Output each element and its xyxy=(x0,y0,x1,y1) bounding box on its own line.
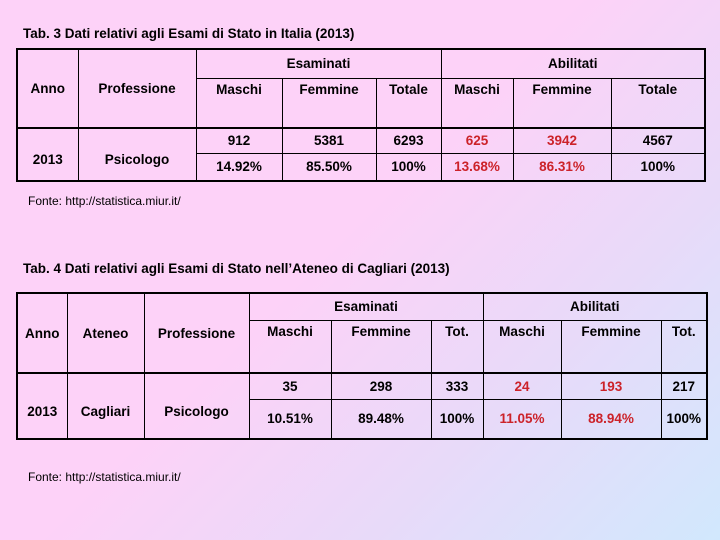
t3-header-abilitati-femmine: Femmine xyxy=(512,77,612,129)
t4-abilitati-tot-count: 217 xyxy=(660,372,708,400)
t3-header-professione: Professione xyxy=(77,48,197,129)
t4-header-esaminati-maschi: Maschi xyxy=(248,319,332,374)
t4-esaminati-femmine-count: 298 xyxy=(330,372,432,400)
table3-row-percents: 14.92% 85.50% 100% 13.68% 86.31% 100% xyxy=(17,152,706,182)
t3-esaminati-totale-count: 6293 xyxy=(375,127,442,154)
table3-row-counts: 2013 Psicologo 912 5381 6293 625 3942 45… xyxy=(16,127,706,182)
table4-row-counts: 2013 Cagliari Psicologo 35 298 333 24 19… xyxy=(16,372,708,440)
t3-header-abilitati-maschi: Maschi xyxy=(440,77,514,129)
t3-esaminati-maschi-count: 912 xyxy=(195,127,283,154)
t4-abilitati-femmine-pct: 88.94% xyxy=(560,398,662,440)
t4-header-ateneo: Ateneo xyxy=(66,292,145,374)
t4-cell-ateneo: Cagliari xyxy=(66,372,145,440)
t4-cell-professione: Psicologo xyxy=(143,372,250,440)
t4-header-esaminati: Esaminati xyxy=(248,292,484,321)
t4-header-esaminati-femmine: Femmine xyxy=(330,319,432,374)
t4-cell-anno: 2013 xyxy=(16,372,68,440)
t4-esaminati-tot-pct: 100% xyxy=(430,398,484,440)
table4-row-percents: 10.51% 89.48% 100% 11.05% 88.94% 100% xyxy=(17,398,708,440)
table3-title: Tab. 3 Dati relativi agli Esami di Stato… xyxy=(23,26,355,41)
t4-header-abilitati-maschi: Maschi xyxy=(482,319,562,374)
t3-cell-anno: 2013 xyxy=(16,127,79,182)
t3-header-esaminati-maschi: Maschi xyxy=(195,77,283,129)
t3-header-esaminati-femmine: Femmine xyxy=(281,77,377,129)
t3-abilitati-maschi-pct: 13.68% xyxy=(440,152,514,182)
table4-header-row-sub: Maschi Femmine Tot. Maschi Femmine Tot. xyxy=(17,319,708,374)
t4-header-abilitati-tot: Tot. xyxy=(660,319,708,374)
t4-header-abilitati: Abilitati xyxy=(482,292,708,321)
table4-header-row-groups: Anno Ateneo Professione Esaminati Abilit… xyxy=(16,292,708,374)
t3-header-esaminati: Esaminati xyxy=(195,48,442,79)
table4-source: Fonte: http://statistica.miur.it/ xyxy=(28,470,181,484)
t4-esaminati-maschi-pct: 10.51% xyxy=(248,398,332,440)
table3-source: Fonte: http://statistica.miur.it/ xyxy=(28,194,181,208)
t4-abilitati-maschi-count: 24 xyxy=(482,372,562,400)
t4-header-professione: Professione xyxy=(143,292,250,374)
table3-header-row-sub: Maschi Femmine Totale Maschi Femmine Tot… xyxy=(17,77,706,129)
table3: Anno Professione Esaminati Abilitati Mas… xyxy=(16,48,706,182)
t4-header-abilitati-femmine: Femmine xyxy=(560,319,662,374)
table4: Anno Ateneo Professione Esaminati Abilit… xyxy=(16,292,708,440)
t3-esaminati-femmine-pct: 85.50% xyxy=(281,152,377,182)
t4-abilitati-tot-pct: 100% xyxy=(660,398,708,440)
t3-header-esaminati-totale: Totale xyxy=(375,77,442,129)
t3-abilitati-femmine-pct: 86.31% xyxy=(512,152,612,182)
table4-title: Tab. 4 Dati relativi agli Esami di Stato… xyxy=(23,261,450,276)
t4-esaminati-maschi-count: 35 xyxy=(248,372,332,400)
t4-abilitati-maschi-pct: 11.05% xyxy=(482,398,562,440)
t4-esaminati-tot-count: 333 xyxy=(430,372,484,400)
t3-abilitati-totale-pct: 100% xyxy=(610,152,706,182)
t4-header-anno: Anno xyxy=(16,292,68,374)
t3-header-anno: Anno xyxy=(16,48,79,129)
t3-header-abilitati: Abilitati xyxy=(440,48,706,79)
table3-header-row-groups: Anno Professione Esaminati Abilitati xyxy=(16,48,706,129)
t4-header-esaminati-tot: Tot. xyxy=(430,319,484,374)
t3-cell-professione: Psicologo xyxy=(77,127,197,182)
t3-header-abilitati-totale: Totale xyxy=(610,77,706,129)
t4-esaminati-femmine-pct: 89.48% xyxy=(330,398,432,440)
t3-esaminati-totale-pct: 100% xyxy=(375,152,442,182)
t4-abilitati-femmine-count: 193 xyxy=(560,372,662,400)
t3-abilitati-maschi-count: 625 xyxy=(440,127,514,154)
t3-esaminati-femmine-count: 5381 xyxy=(281,127,377,154)
t3-abilitati-totale-count: 4567 xyxy=(610,127,706,154)
t3-esaminati-maschi-pct: 14.92% xyxy=(195,152,283,182)
t3-abilitati-femmine-count: 3942 xyxy=(512,127,612,154)
